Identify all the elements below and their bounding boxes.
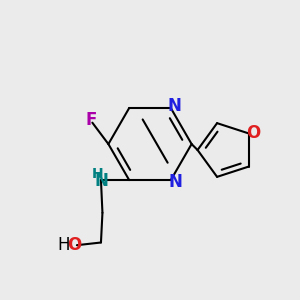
Text: N: N	[167, 97, 181, 115]
Text: O: O	[246, 124, 260, 142]
Text: N: N	[94, 172, 108, 190]
Text: N: N	[168, 173, 182, 191]
Text: H: H	[92, 167, 104, 181]
Text: F: F	[85, 111, 97, 129]
Text: O: O	[67, 236, 81, 253]
Text: H: H	[58, 236, 70, 253]
